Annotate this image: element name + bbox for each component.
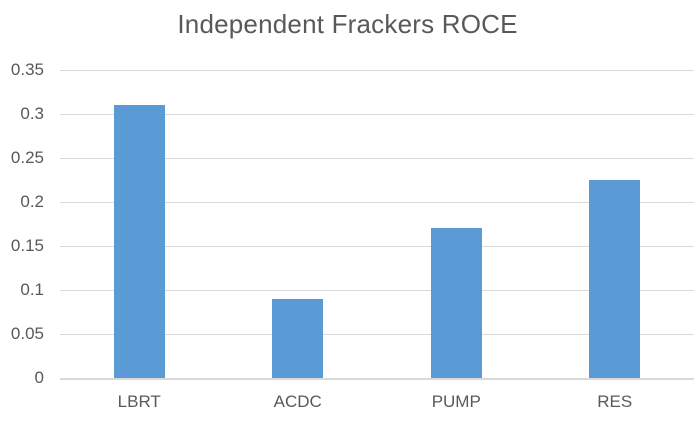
gridline bbox=[60, 70, 694, 71]
y-tick-label: 0.35 bbox=[10, 60, 44, 79]
x-tick-label: ACDC bbox=[273, 392, 322, 411]
y-tick-label: 0 bbox=[34, 368, 44, 387]
y-tick-label: 0.3 bbox=[20, 104, 44, 123]
y-tick-label: 0.2 bbox=[20, 192, 44, 211]
bar bbox=[430, 228, 482, 378]
gridline bbox=[60, 334, 694, 335]
y-tick-label: 0.25 bbox=[10, 148, 44, 167]
bar bbox=[113, 105, 165, 378]
x-axis-labels: LBRT ACDC PUMP RES bbox=[60, 391, 694, 413]
gridline bbox=[60, 158, 694, 159]
gridline bbox=[60, 246, 694, 247]
x-tick-label: PUMP bbox=[431, 392, 481, 411]
x-tick-label: LBRT bbox=[117, 392, 161, 411]
bar bbox=[589, 180, 641, 378]
x-tick-label: RES bbox=[597, 392, 633, 411]
gridline bbox=[60, 114, 694, 115]
y-tick-label: 0.15 bbox=[10, 236, 44, 255]
y-tick-label: 0.05 bbox=[10, 324, 44, 343]
chart-title: Independent Frackers ROCE bbox=[177, 9, 518, 39]
bar bbox=[272, 298, 324, 378]
gridline bbox=[60, 290, 694, 291]
y-tick-label: 0.1 bbox=[20, 280, 44, 299]
plot-area bbox=[60, 70, 694, 380]
gridline bbox=[60, 202, 694, 203]
